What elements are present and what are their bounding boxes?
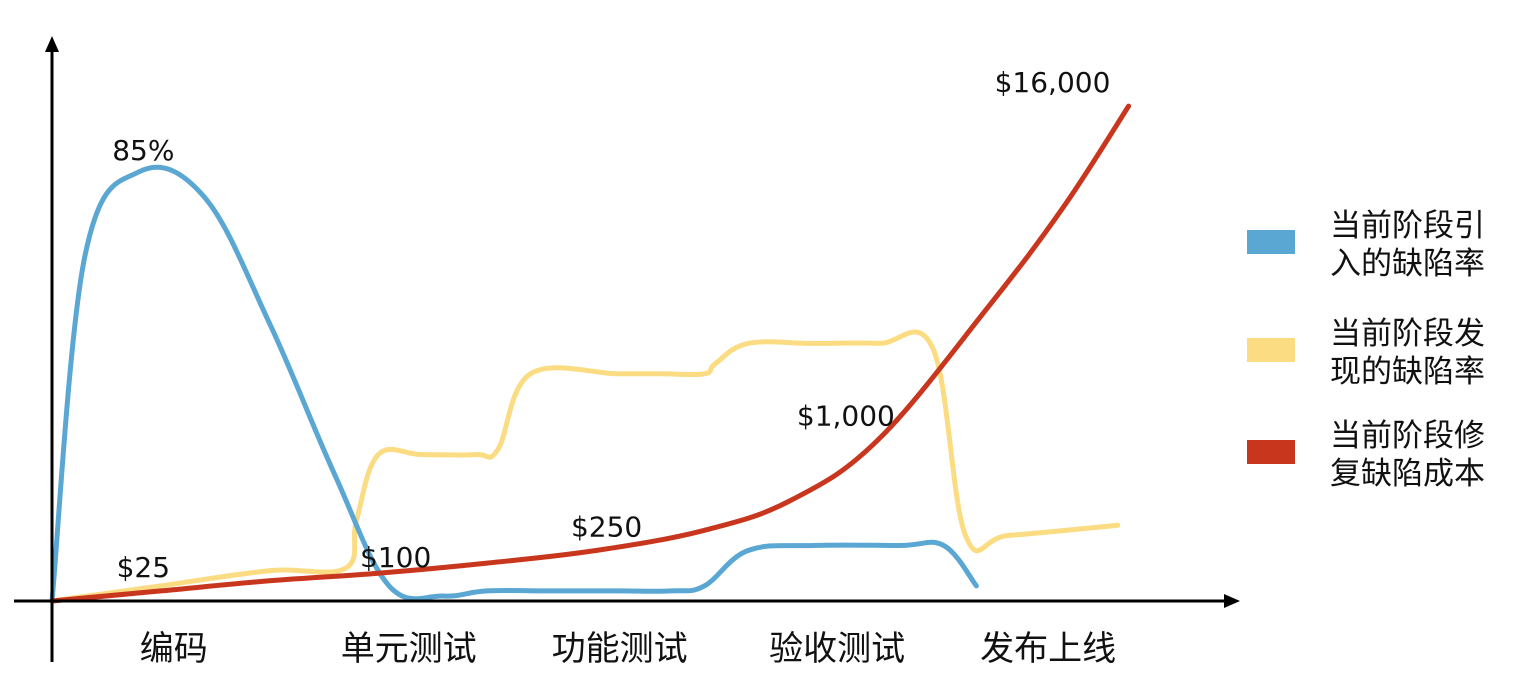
legend-label: 当前阶段修 — [1330, 418, 1485, 454]
y-axis-arrow-icon — [45, 36, 59, 52]
x-tick-label: 单元测试 — [341, 629, 477, 669]
legend-label: 当前阶段发 — [1330, 316, 1485, 352]
legend-label: 复缺陷成本 — [1330, 456, 1485, 492]
x-tick-label: 验收测试 — [769, 629, 905, 669]
annotations: 85% $25 $100 $250 $1,000 $16,000 — [112, 66, 1110, 584]
legend-label: 当前阶段引 — [1330, 208, 1485, 244]
data-label: $1,000 — [797, 399, 895, 432]
legend-swatch — [1247, 440, 1295, 464]
x-tick-label: 发布上线 — [980, 629, 1116, 669]
series-layer — [49, 103, 1132, 604]
legend-label: 现的缺陷率 — [1330, 354, 1485, 390]
data-label: 85% — [112, 134, 174, 167]
x-tick-label: 功能测试 — [552, 629, 688, 669]
series-line-2 — [49, 103, 1132, 604]
data-label: $100 — [360, 541, 431, 574]
data-label: $16,000 — [995, 66, 1111, 99]
data-label: $250 — [571, 511, 642, 544]
legend-swatch — [1247, 338, 1295, 362]
data-label: $25 — [117, 551, 170, 584]
x-tick-label: 编码 — [140, 629, 208, 669]
legend-label: 入的缺陷率 — [1330, 246, 1485, 282]
x-axis-arrow-icon — [1224, 594, 1240, 608]
series-line-0 — [49, 164, 979, 604]
axes — [14, 36, 1240, 662]
x-tick-labels: 编码 单元测试 功能测试 验收测试 发布上线 — [140, 629, 1116, 669]
legend-swatch — [1247, 230, 1295, 254]
